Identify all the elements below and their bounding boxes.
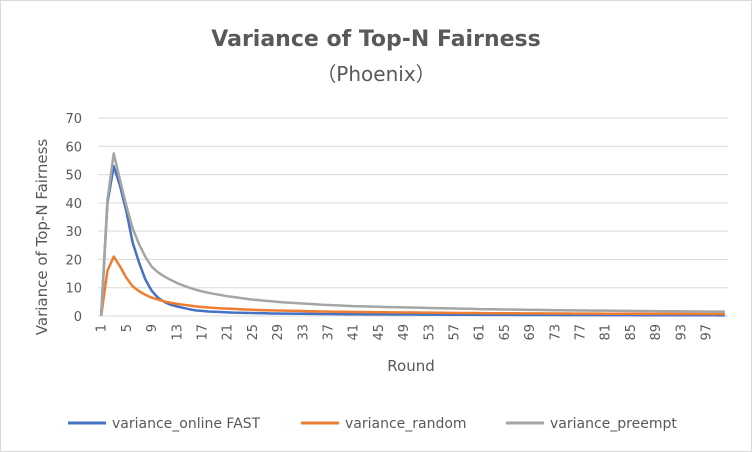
x-tick-label: 97 bbox=[699, 324, 714, 341]
x-tick-label: 21 bbox=[221, 324, 236, 341]
legend-label-1: variance_online FAST bbox=[112, 416, 261, 432]
chart-subtitle: （Phoenix） bbox=[316, 62, 435, 86]
x-tick-label: 1 bbox=[95, 324, 110, 332]
y-tick-label: 0 bbox=[74, 310, 82, 325]
y-tick-label: 20 bbox=[65, 253, 82, 268]
x-tick-label: 37 bbox=[321, 324, 336, 341]
x-tick-label: 41 bbox=[347, 324, 362, 341]
x-tick-label: 73 bbox=[548, 324, 563, 341]
x-tick-label: 53 bbox=[422, 324, 437, 341]
x-tick-label: 5 bbox=[120, 324, 135, 332]
series-line-2 bbox=[99, 255, 725, 317]
x-tick-label: 17 bbox=[195, 324, 210, 341]
y-tick-label: 10 bbox=[65, 282, 82, 297]
x-tick-label: 77 bbox=[573, 324, 588, 341]
x-tick-label: 89 bbox=[649, 324, 664, 341]
y-axis-title: Variance of Top-N Fairness bbox=[33, 139, 51, 336]
series-group bbox=[99, 152, 725, 317]
x-tick-label: 85 bbox=[624, 324, 639, 341]
y-tick-label: 50 bbox=[65, 169, 82, 184]
series-line-1 bbox=[99, 164, 725, 317]
x-tick-label: 65 bbox=[498, 324, 513, 341]
legend-label-3: variance_preempt bbox=[550, 416, 677, 432]
legend: variance_online FAST variance_random varia… bbox=[68, 416, 677, 432]
gridlines bbox=[98, 117, 728, 289]
chart-title: Variance of Top-N Fairness bbox=[211, 27, 540, 52]
x-tick-label: 49 bbox=[397, 324, 412, 341]
y-tick-labels: 0 10 20 30 40 50 60 70 bbox=[65, 112, 82, 325]
x-tick-label: 13 bbox=[170, 324, 185, 341]
x-tick-label: 93 bbox=[674, 324, 689, 341]
series-line-3 bbox=[99, 152, 725, 317]
y-tick-label: 30 bbox=[65, 225, 82, 240]
y-tick-label: 70 bbox=[65, 112, 82, 127]
x-tick-label: 57 bbox=[447, 324, 462, 341]
x-tick-label: 45 bbox=[372, 324, 387, 341]
y-tick-label: 40 bbox=[65, 197, 82, 212]
x-tick-label: 9 bbox=[145, 324, 160, 332]
x-tick-label: 33 bbox=[296, 324, 311, 341]
x-tick-label: 25 bbox=[246, 324, 261, 341]
x-tick-label: 29 bbox=[271, 324, 286, 341]
x-tick-labels: 1 5 9 13 17 21 25 29 33 37 41 45 49 53 57 61 65 69 73 77 81 8… bbox=[95, 324, 715, 341]
x-tick-label: 81 bbox=[599, 324, 614, 341]
x-tick-label: 61 bbox=[473, 324, 488, 341]
x-axis-title: Round bbox=[387, 357, 434, 375]
x-tick-label: 69 bbox=[523, 324, 538, 341]
y-tick-label: 60 bbox=[65, 140, 82, 155]
legend-label-2: variance_random bbox=[345, 416, 467, 432]
